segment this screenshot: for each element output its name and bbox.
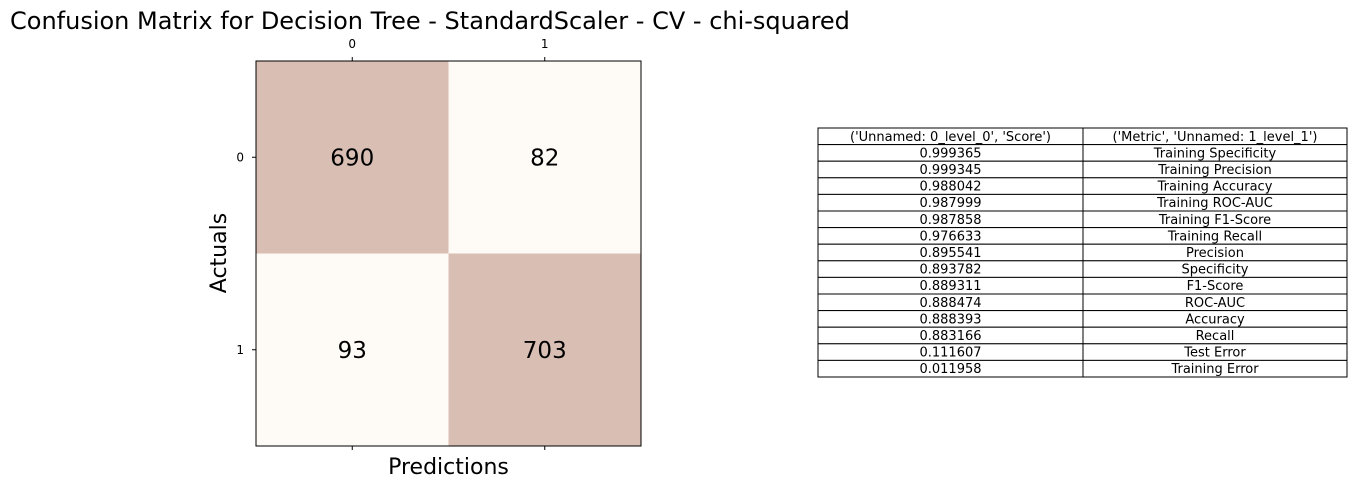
matrix-frame: [255, 60, 642, 447]
table-metric: Precision: [1186, 246, 1244, 261]
table-metric: Training Recall: [1167, 229, 1262, 244]
table-metric: Specificity: [1182, 263, 1249, 278]
table-score: 0.987999: [919, 196, 981, 211]
y-tick-label-0: 0: [236, 150, 244, 164]
table-metric: Test Error: [1183, 346, 1246, 361]
x-axis-label: Predictions: [388, 455, 509, 480]
table-metric: Training Precision: [1157, 163, 1271, 178]
metrics-table: ('Unnamed: 0_level_0', 'Score') ('Metric'…: [817, 127, 1348, 378]
table-metric: Training Accuracy: [1157, 180, 1273, 195]
table-header-score: ('Unnamed: 0_level_0', 'Score'): [850, 130, 1051, 145]
table-metric: F1-Score: [1187, 279, 1244, 294]
table-score: 0.888393: [919, 312, 981, 327]
table-metric: Training ROC-AUC: [1156, 196, 1273, 211]
table-score: 0.893782: [919, 263, 981, 278]
y-tick-label-1: 1: [236, 343, 244, 357]
cell-value-1-0: 93: [338, 338, 367, 364]
table-score: 0.976633: [919, 229, 981, 244]
table-score: 0.895541: [919, 246, 981, 261]
x-tick-label-1: 1: [541, 37, 549, 51]
table-metric: Training Specificity: [1153, 146, 1277, 161]
table-score: 0.999345: [919, 163, 981, 178]
table-metric: Training F1-Score: [1158, 213, 1271, 228]
table-metric: Accuracy: [1185, 312, 1245, 327]
cell-value-0-0: 690: [330, 145, 374, 171]
cell-value-0-1: 82: [530, 145, 559, 171]
table-metric: Training Error: [1170, 362, 1259, 377]
x-tick-label-0: 0: [348, 37, 356, 51]
table-score: 0.889311: [919, 279, 981, 294]
table-cell-14-1: [1082, 359, 1348, 378]
matrix-cell-0-0: [256, 61, 449, 254]
table-score: 0.988042: [919, 180, 981, 195]
matrix-cell-1-0: [256, 253, 449, 446]
table-score: 0.111607: [919, 346, 981, 361]
table-header-metric: ('Metric', 'Unnamed: 1_level_1'): [1113, 130, 1318, 145]
table-score: 0.011958: [919, 362, 981, 377]
matrix-cell-0-1: [448, 61, 641, 254]
table-score: 0.888474: [919, 296, 981, 311]
cell-value-1-1: 703: [523, 338, 567, 364]
table-score: 0.883166: [919, 329, 981, 344]
y-axis-label: Actuals: [207, 213, 232, 293]
table-score: 0.987858: [919, 213, 981, 228]
chart-title: Confusion Matrix for Decision Tree - Sta…: [10, 7, 850, 35]
confusion-matrix: 690 82 93 703 0 1 0 1: [236, 37, 642, 450]
matrix-cell-1-1: [448, 253, 641, 446]
table-score: 0.999365: [919, 146, 981, 161]
table-metric: Recall: [1196, 329, 1235, 344]
table-metric: ROC-AUC: [1185, 296, 1245, 311]
